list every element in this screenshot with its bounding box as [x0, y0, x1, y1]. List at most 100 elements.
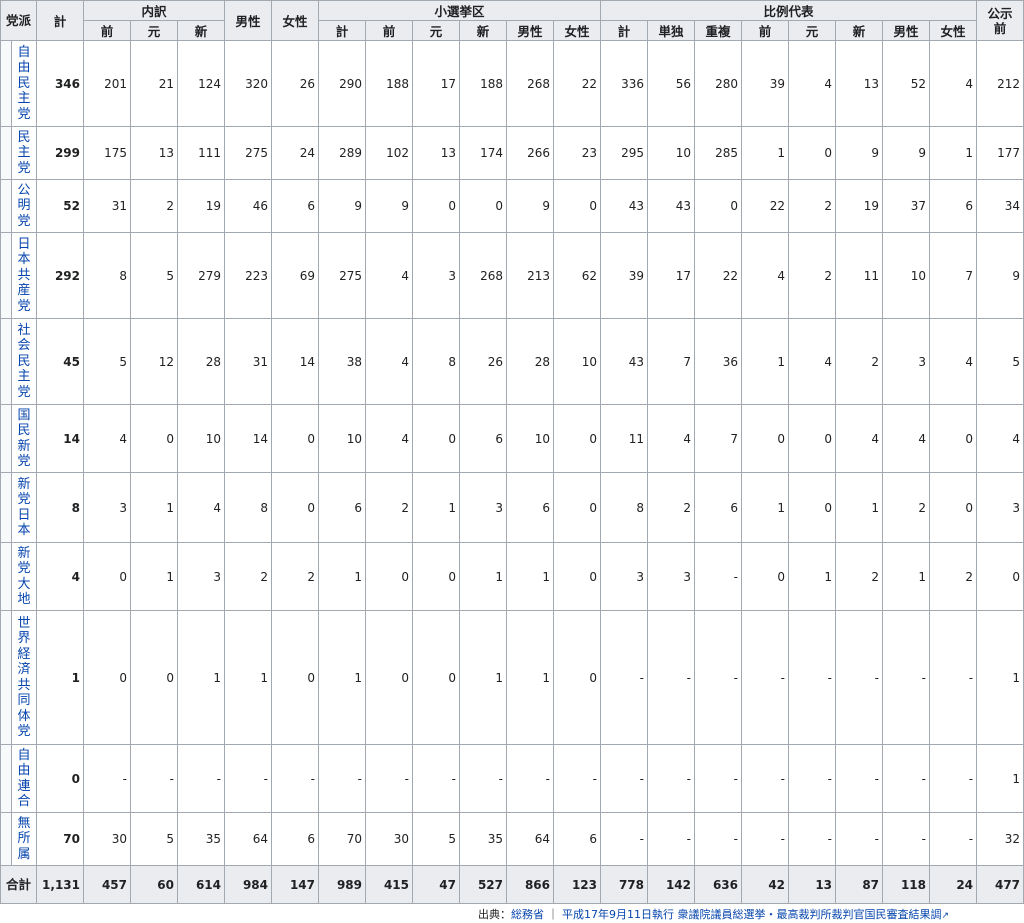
value-cell: 124: [177, 40, 225, 127]
value-cell: 34: [976, 179, 1024, 233]
value-cell: 2: [929, 542, 978, 611]
party-cell: 民主党: [11, 126, 37, 180]
table-row: 自由連合 0- - - - - - - - - - - - - - - - - - -1: [0, 744, 1024, 813]
value-cell: -: [506, 744, 554, 813]
sum-value-cell: 477: [976, 865, 1024, 904]
party-link[interactable]: 自由連合: [17, 747, 31, 810]
total-cell: 4: [36, 542, 84, 611]
sum-value-cell: 123: [552, 865, 602, 904]
value-cell: 4: [929, 318, 978, 405]
value-cell: 188: [459, 40, 507, 127]
value-cell: -: [741, 812, 790, 866]
value-cell: 10: [318, 404, 366, 473]
party-cell: 世界経済共同体党: [11, 610, 37, 745]
value-cell: -: [647, 744, 696, 813]
party-link[interactable]: 無所属: [17, 815, 31, 862]
party-link[interactable]: 国民新党: [17, 407, 31, 470]
subheader-male: 男性: [506, 20, 554, 41]
party-link[interactable]: 新党日本: [17, 476, 31, 539]
subheader-incumbent: 前: [83, 20, 131, 41]
value-cell: 32: [976, 812, 1024, 866]
value-cell: 268: [459, 232, 507, 319]
subheader-male: 男性: [882, 20, 931, 41]
value-cell: 1: [835, 472, 884, 543]
value-cell: 6: [552, 812, 602, 866]
value-cell: 188: [365, 40, 413, 127]
value-cell: 0: [271, 610, 319, 745]
value-cell: 275: [318, 232, 366, 319]
value-cell: 9: [976, 232, 1024, 319]
party-link[interactable]: 新党大地: [17, 545, 31, 608]
party-link[interactable]: 世界経済共同体党: [17, 615, 31, 740]
value-cell: -: [694, 812, 743, 866]
total-cell: 14: [36, 404, 84, 473]
value-cell: 46: [224, 179, 272, 233]
party-link[interactable]: 日本共産党: [17, 236, 31, 314]
table-row: 世界経済共同体党 1 0 0 1 1 0 1 0 0 1 1 0- - - - - - - -1: [0, 610, 1024, 745]
value-cell: 0: [83, 542, 131, 611]
value-cell: 31: [224, 318, 272, 405]
source-title-link[interactable]: 平成17年9月11日執行 衆議院議員総選挙・最高裁判所裁判官国民審査結果調: [562, 908, 942, 921]
value-cell: -: [412, 744, 460, 813]
value-cell: 2: [271, 542, 319, 611]
value-cell: 8: [83, 232, 131, 319]
party-cell: 日本共産党: [11, 232, 37, 319]
value-cell: 7: [647, 318, 696, 405]
value-cell: 43: [600, 179, 649, 233]
value-cell: 4: [976, 404, 1024, 473]
value-cell: 43: [600, 318, 649, 405]
value-cell: 4: [177, 472, 225, 543]
value-cell: 1: [976, 744, 1024, 813]
value-cell: 4: [929, 40, 978, 127]
value-cell: -: [882, 610, 931, 745]
total-cell: 299: [36, 126, 84, 180]
value-cell: 0: [412, 542, 460, 611]
value-cell: 10: [552, 318, 602, 405]
party-link[interactable]: 民主党: [17, 129, 31, 176]
value-cell: 174: [459, 126, 507, 180]
value-cell: 3: [882, 318, 931, 405]
value-cell: 8: [224, 472, 272, 543]
value-cell: -: [835, 744, 884, 813]
value-cell: 212: [976, 40, 1024, 127]
party-link[interactable]: 公明党: [17, 182, 31, 229]
header-male: 男性: [224, 0, 272, 41]
value-cell: 5: [83, 318, 131, 405]
party-color-cell: [0, 126, 12, 180]
party-link[interactable]: 自由民主党: [17, 44, 31, 122]
sum-value-cell: 415: [365, 865, 413, 904]
value-cell: 0: [552, 472, 602, 543]
value-cell: 6: [929, 179, 978, 233]
sum-value-cell: 147: [271, 865, 319, 904]
value-cell: -: [694, 744, 743, 813]
value-cell: 4: [741, 232, 790, 319]
value-cell: -: [741, 610, 790, 745]
party-cell: 無所属: [11, 812, 37, 866]
value-cell: -: [929, 812, 978, 866]
value-cell: 6: [459, 404, 507, 473]
header-party: 党派: [0, 0, 37, 41]
value-cell: 17: [647, 232, 696, 319]
total-cell: 1: [36, 610, 84, 745]
value-cell: 3: [83, 472, 131, 543]
value-cell: 102: [365, 126, 413, 180]
party-color-cell: [0, 610, 12, 745]
value-cell: 26: [459, 318, 507, 405]
party-cell: 社会民主党: [11, 318, 37, 405]
table-row: 公明党 52 31 2 19 46 6 9 9 0 0 9 0 43 43 0 22 2 19 37 6 34: [0, 179, 1024, 233]
value-cell: -: [365, 744, 413, 813]
value-cell: 36: [694, 318, 743, 405]
total-row: 合計 1,131 457 60 614 984 147 989 415 47 527 866 123 77…: [0, 865, 1024, 904]
value-cell: 1: [741, 318, 790, 405]
value-cell: 0: [412, 404, 460, 473]
value-cell: 0: [929, 472, 978, 543]
value-cell: 3: [412, 232, 460, 319]
value-cell: 24: [271, 126, 319, 180]
value-cell: 213: [506, 232, 554, 319]
value-cell: 320: [224, 40, 272, 127]
party-cell: 新党大地: [11, 542, 37, 611]
party-link[interactable]: 社会民主党: [17, 322, 31, 400]
table-row: 社会民主党 45 5 12 28 31 14 38 4 8 26 28 10 43 7 36 1 4 2 3 4 5: [0, 318, 1024, 405]
source-org-link[interactable]: 総務省: [511, 908, 544, 921]
value-cell: 0: [741, 404, 790, 473]
